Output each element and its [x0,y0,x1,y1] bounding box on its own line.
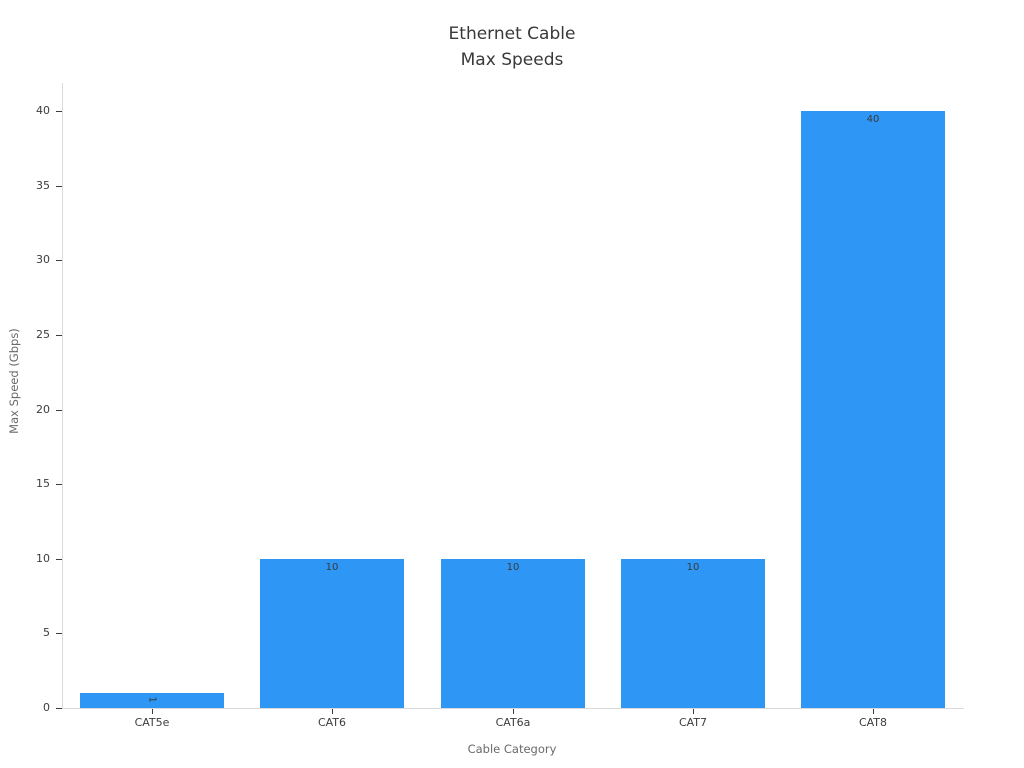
y-tick-mark [56,260,62,261]
x-tick-mark [513,709,514,714]
x-tick-label: CAT8 [858,716,888,729]
chart-title-line-2: Max Speeds [460,50,564,70]
bar-value-label: 1 [146,696,158,703]
x-axis-label: Cable Category [467,742,557,756]
y-tick-label: 15 [36,477,50,490]
x-tick-mark [152,709,153,714]
y-tick-label: 35 [36,179,50,192]
y-tick-mark [56,410,62,411]
x-tick-label: CAT6a [495,716,531,729]
y-tick-mark [56,708,62,709]
x-tick-label: CAT5e [134,716,170,729]
bar-value-label: 10 [686,562,700,573]
y-tick-label: 40 [36,104,50,117]
x-tick-label: CAT6 [317,716,347,729]
y-tick-label: 0 [43,701,50,714]
bar-value-label: 10 [506,562,520,573]
bar-cat7 [621,559,765,708]
bar-cat8 [801,111,945,708]
y-tick-label: 5 [43,626,50,639]
y-tick-mark [56,335,62,336]
y-tick-mark [56,186,62,187]
x-tick-mark [873,709,874,714]
y-tick-label: 10 [36,552,50,565]
y-tick-label: 30 [36,253,50,266]
plot-area [62,83,964,709]
y-tick-mark [56,633,62,634]
y-tick-mark [56,559,62,560]
bar-cat5e [80,693,224,708]
x-tick-mark [332,709,333,714]
bar-value-label: 10 [325,562,339,573]
bar-value-label: 40 [866,114,880,125]
x-tick-label: CAT7 [678,716,708,729]
y-tick-label: 20 [36,403,50,416]
bar-cat6a [441,559,585,708]
y-tick-mark [56,111,62,112]
y-tick-label: 25 [36,328,50,341]
y-tick-mark [56,484,62,485]
x-tick-mark [693,709,694,714]
bar-cat6 [260,559,404,708]
chart-title-line-1: Ethernet Cable [448,24,576,44]
chart-title: Ethernet Cable Max Speeds [0,21,1024,73]
